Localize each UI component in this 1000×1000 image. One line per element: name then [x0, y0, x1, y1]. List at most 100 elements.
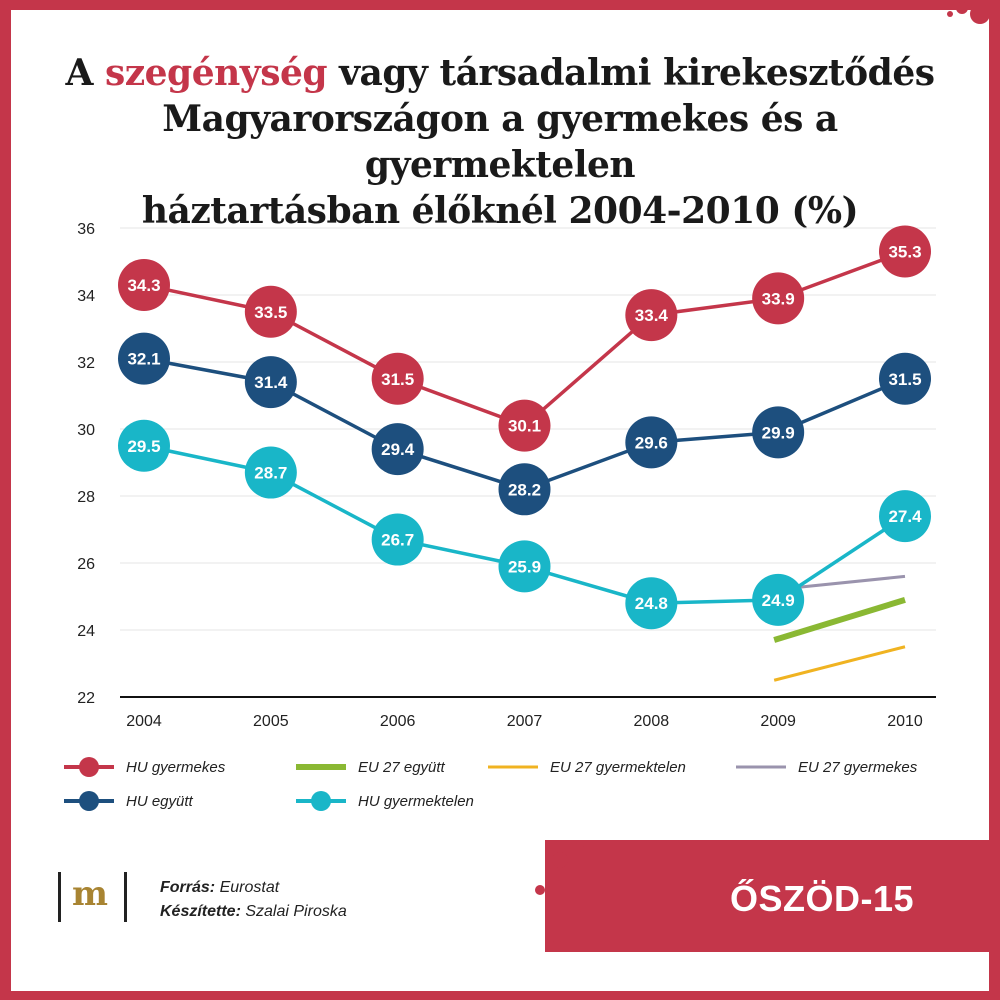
brand-label: ŐSZÖD-15: [730, 878, 915, 919]
data-label: 32.1: [127, 350, 160, 369]
data-label: 25.9: [508, 557, 541, 576]
data-label: 29.9: [762, 423, 795, 442]
data-point: [244, 446, 297, 499]
corner-splatter: [947, 2, 999, 33]
logo: m: [58, 872, 130, 922]
y-tick-label: 22: [77, 690, 95, 707]
data-label: 28.2: [508, 480, 541, 499]
data-point: [879, 490, 931, 543]
logo-bar-right: [124, 872, 127, 922]
data-label: 26.7: [381, 531, 414, 550]
title-highlight: szegénység: [104, 52, 328, 94]
data-point: [625, 289, 678, 342]
legend-swatch: [60, 752, 118, 782]
y-tick-label: 30: [77, 422, 95, 439]
data-label: 29.5: [127, 437, 160, 456]
data-point: [118, 419, 170, 472]
footer-band: [545, 840, 1000, 952]
data-label: 31.5: [888, 370, 921, 389]
title-part2: vagy társadalmi kirekesztődés: [327, 52, 935, 94]
data-label: 27.4: [888, 507, 922, 526]
title-part1: A: [65, 52, 105, 94]
legend-item-eu-egyutt: EU 27 együtt: [292, 752, 445, 782]
legend-swatch: [60, 786, 118, 816]
frame-left: [0, 0, 11, 1000]
x-tick-label: 2005: [253, 713, 289, 730]
data-point: [752, 272, 805, 325]
x-tick-label: 2009: [760, 713, 796, 730]
author-line: Készítette: Szalai Piroska: [160, 900, 347, 924]
y-tick-label: 34: [77, 288, 95, 305]
y-tick-label: 32: [77, 355, 95, 372]
title-line2: Magyarországon a gyermekes és a gyermekt…: [162, 98, 838, 186]
logo-bar-left: [58, 872, 61, 922]
data-point: [498, 540, 551, 593]
legend-label: HU gyermekes: [126, 758, 226, 776]
data-point: [371, 513, 424, 566]
legend-label: EU 27 gyermekes: [798, 758, 918, 776]
data-point: [879, 352, 931, 405]
legend-label: EU 27 együtt: [358, 758, 445, 776]
data-label: 28.7: [254, 464, 287, 483]
legend-label: HU gyermektelen: [358, 792, 474, 810]
legend-swatch: [292, 786, 350, 816]
frame-top: [0, 0, 1000, 10]
data-point: [371, 352, 424, 405]
source-value: Eurostat: [219, 879, 280, 896]
series-line-eu-27-együtt: [773, 596, 906, 643]
data-label: 31.5: [381, 370, 414, 389]
data-label: 34.3: [127, 276, 160, 295]
data-point: [625, 577, 678, 630]
legend-item-hu-gyermektelen: HU gyermektelen: [292, 786, 474, 816]
line-chart: 22 24 26 28 30 32 34 36 2004 2005 2006 2007 2008 2009…: [77, 221, 936, 730]
data-point: [752, 406, 805, 459]
legend-swatch: [732, 752, 790, 782]
data-point: [371, 423, 424, 476]
source-label: Forrás:: [160, 879, 216, 896]
credits: Forrás: Eurostat Készítette: Szalai Piro…: [160, 876, 347, 924]
data-point: [752, 573, 805, 626]
frame-right: [989, 0, 1000, 1000]
data-label: 33.5: [254, 303, 287, 322]
chart-legend: HU gyermekes EU 27 együtt EU 27 gyermekt…: [60, 752, 960, 822]
x-tick-label: 2006: [380, 713, 416, 730]
footer-splatter: [535, 841, 585, 944]
data-label: 33.9: [762, 289, 795, 308]
x-tick-label: 2010: [887, 713, 923, 730]
y-tick-label: 36: [77, 221, 95, 238]
y-tick-label: 26: [77, 556, 95, 573]
logo-letter: m: [72, 874, 108, 914]
data-label: 31.4: [254, 373, 288, 392]
legend-item-eu-gyermekes: EU 27 gyermekes: [732, 752, 917, 782]
title-line3: háztartásban élőknél 2004-2010 (%): [141, 190, 859, 232]
data-label: 35.3: [888, 242, 921, 261]
x-tick-label: 2008: [634, 713, 670, 730]
data-label: 24.8: [635, 594, 668, 613]
x-tick-label: 2007: [507, 713, 543, 730]
data-point: [625, 416, 678, 469]
chart-title: A szegénység vagy társadalmi kirekesztőd…: [40, 50, 960, 234]
legend-item-eu-gyermektelen: EU 27 gyermektelen: [484, 752, 686, 782]
author-value: Szalai Piroska: [245, 903, 347, 920]
data-label: 30.1: [508, 417, 541, 436]
data-label: 29.6: [635, 433, 668, 452]
data-point: [498, 463, 551, 516]
data-point: [118, 332, 170, 385]
data-point: [498, 399, 551, 452]
data-label: 29.4: [381, 440, 415, 459]
data-label: 33.4: [635, 306, 669, 325]
y-tick-label: 28: [77, 489, 95, 506]
source-line: Forrás: Eurostat: [160, 876, 347, 900]
data-point: [244, 356, 297, 409]
series-line-eu-27-gyermektelen: [773, 645, 906, 682]
author-label: Készítette:: [160, 903, 241, 920]
legend-label: HU együtt: [126, 792, 193, 810]
data-point: [244, 285, 297, 338]
legend-swatch: [292, 752, 350, 782]
y-tick-label: 24: [77, 623, 95, 640]
legend-item-hu-egyutt: HU együtt: [60, 786, 193, 816]
data-label: 24.9: [762, 591, 795, 610]
x-tick-label: 2004: [126, 713, 162, 730]
frame-bottom: [0, 991, 1000, 1000]
legend-swatch: [484, 752, 542, 782]
